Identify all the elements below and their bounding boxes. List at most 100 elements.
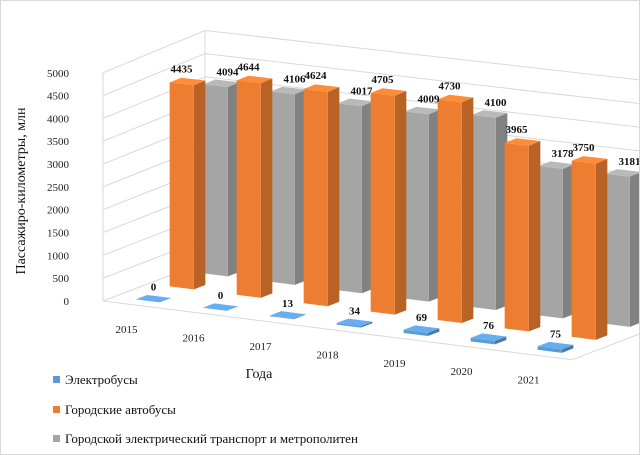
bar-top <box>538 161 575 169</box>
data-label: 0 <box>151 282 157 294</box>
bar <box>370 88 407 315</box>
data-label: 76 <box>483 320 495 332</box>
data-label: 4705 <box>372 74 395 86</box>
bar <box>236 75 273 298</box>
data-label: 3181 <box>619 156 640 168</box>
bar-side <box>193 80 206 290</box>
bar-side <box>294 89 307 285</box>
x-tick-label: 2016 <box>183 333 206 345</box>
bar-front <box>169 82 194 290</box>
bar-top <box>202 303 239 311</box>
floor-edge <box>102 300 639 361</box>
x-axis-title: Года <box>246 367 274 382</box>
bar <box>135 294 172 303</box>
bar <box>470 333 507 345</box>
data-label: 4624 <box>305 70 328 82</box>
y-tick-label: 2000 <box>47 205 70 217</box>
bar <box>336 318 373 328</box>
bar-side <box>427 328 440 337</box>
bar-side <box>227 82 240 277</box>
bar <box>303 84 340 307</box>
data-label: 4094 <box>217 66 240 78</box>
y-axis-title: Пассажиро-километры, млн <box>14 107 29 275</box>
bar-front <box>470 337 495 345</box>
y-tick-label: 1500 <box>47 228 70 240</box>
bar-top <box>370 88 407 96</box>
y-tick-label: 4000 <box>47 113 70 125</box>
bar <box>203 79 240 277</box>
bar-top <box>203 79 240 88</box>
bar-side <box>360 321 373 328</box>
x-tick-label: 2021 <box>518 375 540 387</box>
data-label: 4644 <box>238 61 261 73</box>
bar-top <box>403 325 440 333</box>
bar-side <box>562 164 575 319</box>
data-label: 13 <box>282 298 294 310</box>
bar-side <box>361 101 374 294</box>
x-tick-labels: 2015 2016 2017 2018 2019 2020 2021 <box>116 324 540 386</box>
bar-top <box>269 311 306 319</box>
bar-top <box>605 169 639 177</box>
bar <box>169 77 206 290</box>
x-tick-label: 2015 <box>116 324 139 336</box>
bar <box>471 110 508 311</box>
bar-top <box>336 318 373 327</box>
bar-top <box>169 77 206 86</box>
bar-top <box>303 84 340 92</box>
bar-front <box>403 329 428 337</box>
bar-front <box>370 93 395 315</box>
bars-layer <box>135 75 639 353</box>
bar-front <box>571 160 596 340</box>
legend-label-electric-transport: Городской электрический транспорт и метр… <box>65 431 358 446</box>
bar <box>504 138 541 332</box>
data-label: 3750 <box>573 142 596 154</box>
bar-side <box>260 78 273 298</box>
bar-front <box>537 346 562 353</box>
bar-top <box>504 138 541 146</box>
x-tick-label: 2017 <box>250 341 273 353</box>
x-tick-label: 2018 <box>317 349 340 361</box>
legend-swatch-electrobus <box>53 376 60 383</box>
legend-swatch-bus <box>53 406 60 413</box>
bar-front <box>269 315 294 320</box>
bar-side <box>561 344 574 353</box>
bar-front <box>504 142 529 332</box>
bar-side <box>293 314 306 320</box>
y-tick-label: 2500 <box>47 182 70 194</box>
bar <box>404 106 441 302</box>
legend: Электробусы Городские автобусы Городской… <box>53 372 358 446</box>
data-label: 69 <box>416 312 428 324</box>
y-tick-labels: 0 500 1000 1500 2000 2500 3000 3500 4000 4500 5000 <box>47 68 70 308</box>
bar-front <box>404 111 429 302</box>
data-label: 34 <box>349 305 361 317</box>
data-label: 3178 <box>552 148 575 160</box>
bar-top <box>437 94 474 103</box>
y-tick-label: 500 <box>53 273 70 285</box>
bar-top <box>470 333 507 341</box>
x-tick-label: 2019 <box>384 358 407 370</box>
bar <box>605 169 639 327</box>
data-label: 4435 <box>171 63 194 75</box>
data-labels-layer: 0 0 13 34 69 76 75 4435 4644 4624 4705 4730 3965 3750… <box>151 61 639 340</box>
bar-side <box>629 172 639 327</box>
bar-front <box>270 91 295 285</box>
bar <box>437 94 474 324</box>
bar-front <box>538 166 563 319</box>
bar-side <box>494 336 507 345</box>
bar-side <box>428 109 441 302</box>
y-tick-label: 3000 <box>47 159 70 171</box>
y-tick-label: 3500 <box>47 136 70 148</box>
bar <box>269 311 306 320</box>
bar-front <box>303 89 328 307</box>
y-tick-label: 4500 <box>47 91 70 103</box>
bar <box>270 86 307 285</box>
bar-side <box>327 87 340 307</box>
bar <box>538 161 575 319</box>
bar-front <box>236 80 261 298</box>
y-tick-label: 5000 <box>47 68 70 80</box>
bar-side <box>461 97 474 324</box>
bar-top <box>270 86 307 95</box>
data-label: 4009 <box>418 94 441 106</box>
